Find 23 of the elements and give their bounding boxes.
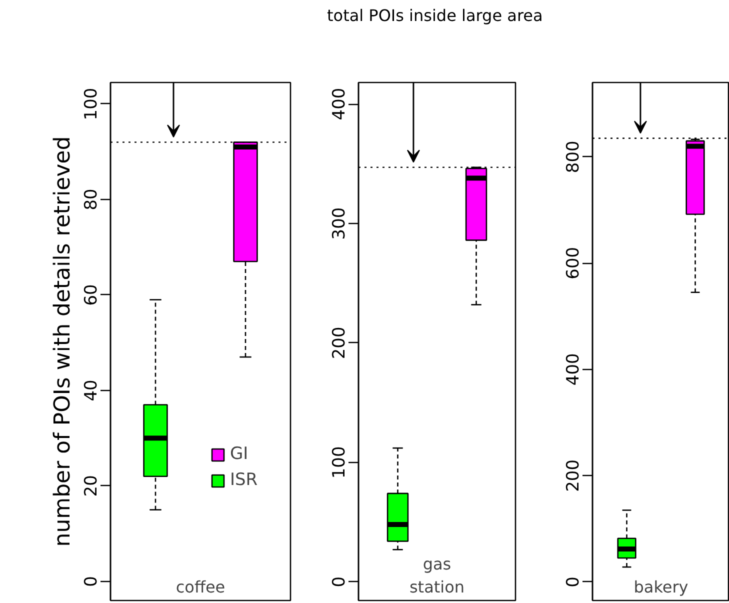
y-tick-label: 200 xyxy=(564,459,584,492)
y-tick-label: 0 xyxy=(330,576,350,588)
y-tick-label: 100 xyxy=(330,446,350,479)
y-tick-label: 80 xyxy=(82,188,102,210)
y-tick-label: 60 xyxy=(82,284,102,306)
y-tick-label: 0 xyxy=(564,576,584,588)
x-axis-title: gas station xyxy=(409,554,465,596)
y-axis-title: number of POIs with details retrieved xyxy=(50,136,76,547)
text: total POIs inside large area xyxy=(327,5,543,27)
y-tick-label: 400 xyxy=(564,353,584,386)
y-tick-label: 400 xyxy=(330,88,350,120)
y-tick-label: 800 xyxy=(564,140,584,174)
x-axis-title: coffee xyxy=(176,578,226,596)
y-tick-label: 600 xyxy=(564,246,584,280)
y-tick-label: 40 xyxy=(82,380,102,402)
y-tick-label: 0 xyxy=(82,576,102,587)
y-tick-label: 100 xyxy=(82,88,102,120)
y-tick-label: 300 xyxy=(330,207,350,240)
y-tick-label: 200 xyxy=(330,326,350,360)
legend-label: GI xyxy=(230,444,250,464)
x-axis-title: bakery xyxy=(634,578,688,596)
y-tick-label: 20 xyxy=(82,475,102,497)
legend-label: ISR xyxy=(230,470,258,490)
